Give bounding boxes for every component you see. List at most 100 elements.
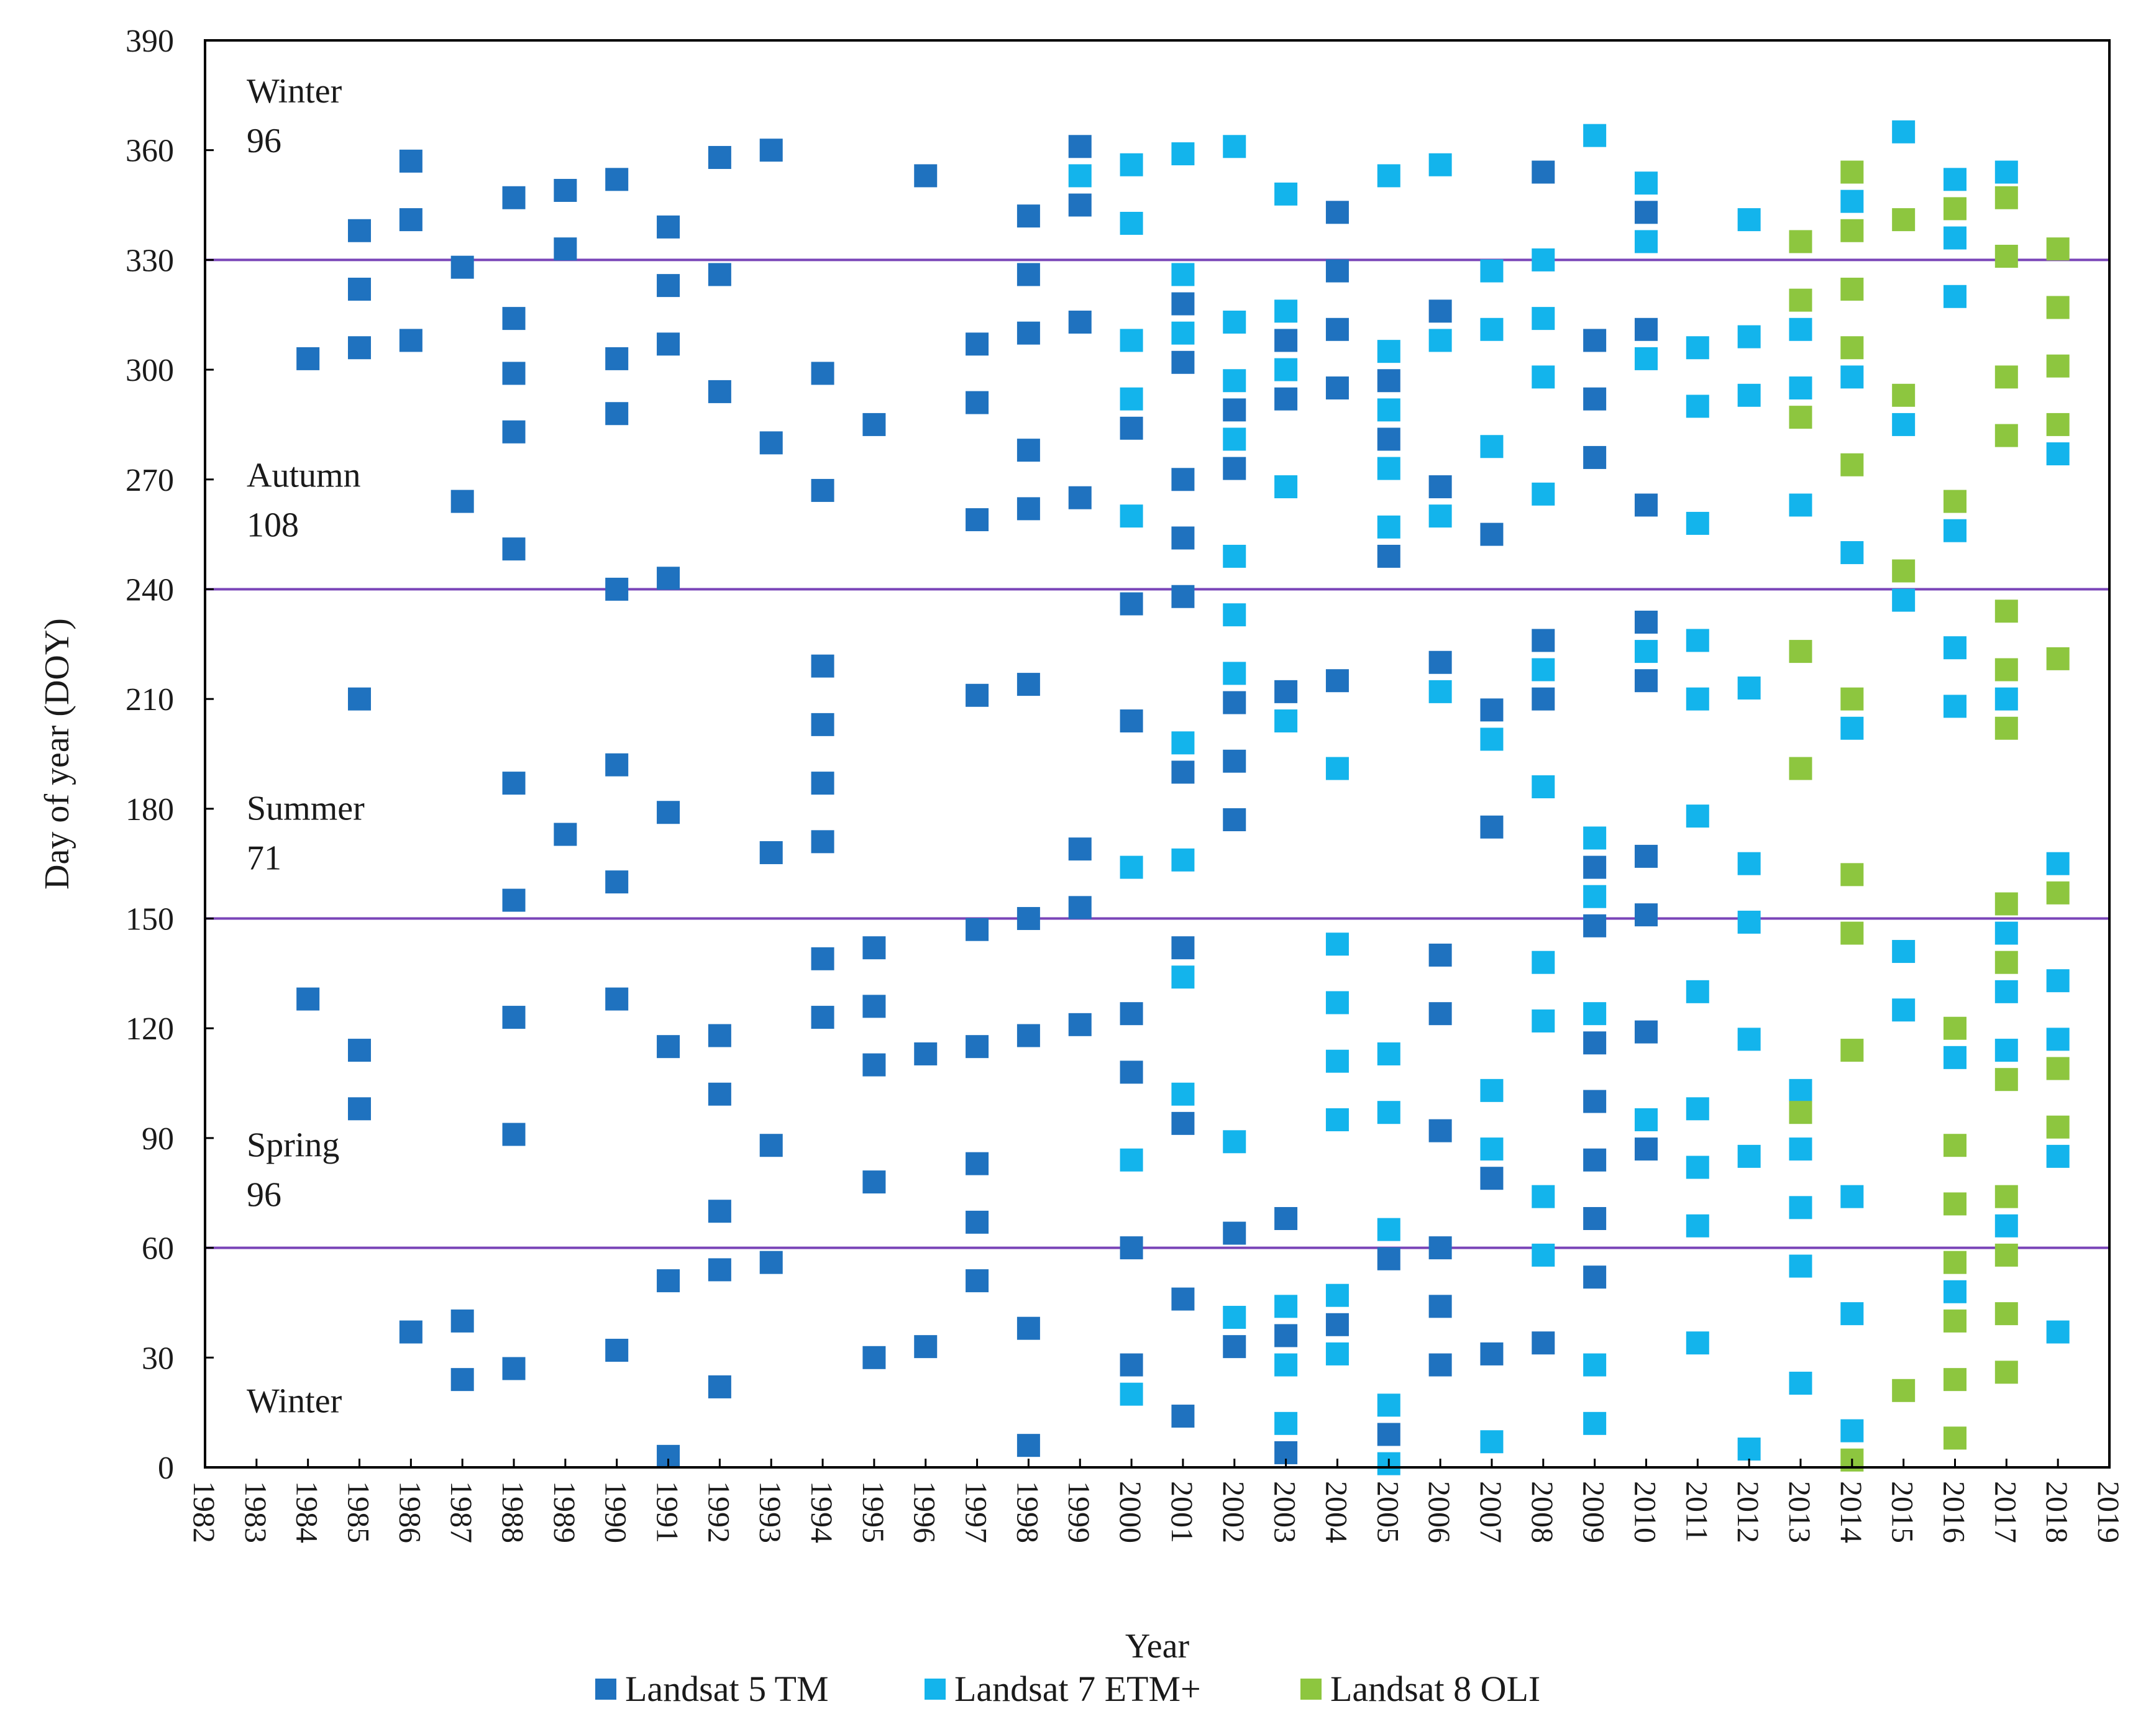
data-point	[966, 332, 989, 356]
data-point	[1583, 1090, 1607, 1113]
data-point	[1994, 1243, 2018, 1267]
data-point	[1120, 709, 1143, 732]
data-point	[1120, 329, 1143, 352]
data-point	[1532, 1243, 1555, 1267]
y-tick-label: 210	[126, 682, 174, 718]
data-point	[657, 567, 680, 590]
data-point	[1943, 490, 1966, 513]
data-point	[1428, 329, 1452, 352]
x-axis-title: Year	[1125, 1627, 1190, 1666]
data-point	[1223, 1130, 1246, 1154]
data-point	[1480, 1430, 1504, 1454]
data-point	[657, 274, 680, 298]
data-point	[1016, 673, 1040, 696]
data-point	[1325, 1108, 1349, 1131]
data-point	[1583, 1148, 1607, 1172]
data-point	[450, 490, 474, 513]
data-point	[1068, 837, 1092, 861]
x-tick-label: 1986	[393, 1481, 427, 1543]
data-point	[1480, 1078, 1504, 1102]
data-point	[1377, 398, 1400, 422]
data-point	[1583, 1265, 1607, 1289]
x-tick-label: 2009	[1577, 1481, 1612, 1543]
data-point	[1943, 226, 1966, 250]
data-point	[605, 870, 629, 894]
data-point	[502, 772, 526, 795]
data-point	[1840, 160, 1864, 184]
data-point	[1274, 329, 1298, 352]
data-point	[1892, 588, 1916, 612]
data-point	[1994, 1214, 2018, 1237]
data-point	[759, 1251, 783, 1274]
y-tick-label: 240	[126, 572, 174, 608]
data-point	[1325, 1313, 1349, 1336]
data-point	[1223, 135, 1246, 158]
data-point	[1120, 1060, 1143, 1084]
data-point	[1325, 932, 1349, 956]
data-point	[1583, 1353, 1607, 1377]
y-tick-label: 120	[126, 1011, 174, 1047]
legend-swatch	[925, 1679, 946, 1700]
data-point	[1840, 365, 1864, 389]
data-point	[1532, 365, 1555, 389]
data-point	[1171, 526, 1195, 550]
x-tick-label: 2006	[1422, 1481, 1457, 1543]
data-point	[759, 431, 783, 455]
x-tick-label: 2019	[2091, 1481, 2126, 1543]
data-point	[657, 332, 680, 356]
data-point	[1480, 1167, 1504, 1190]
data-point	[966, 683, 989, 707]
x-tick-label: 1994	[805, 1481, 839, 1543]
data-point	[1840, 1302, 1864, 1326]
legend: Landsat 5 TM Landsat 7 ETM+ Landsat 8 OLI	[595, 1669, 1540, 1709]
data-point	[1994, 424, 2018, 447]
data-point	[1428, 680, 1452, 703]
data-point	[1840, 921, 1864, 945]
data-point	[1428, 299, 1452, 323]
data-point	[1789, 230, 1812, 253]
data-point	[759, 139, 783, 162]
data-point	[1068, 1013, 1092, 1036]
y-tick-label: 360	[126, 134, 174, 169]
data-point	[2046, 969, 2070, 993]
data-point	[1789, 317, 1812, 341]
data-point	[1325, 259, 1349, 283]
data-point	[1892, 412, 1916, 436]
data-point	[2046, 354, 2070, 378]
data-point	[1532, 687, 1555, 711]
data-point	[1016, 497, 1040, 521]
data-point	[502, 537, 526, 561]
data-point	[1943, 1280, 1966, 1303]
data-point	[2046, 1028, 2070, 1051]
data-point	[1789, 1078, 1812, 1102]
data-point	[1686, 1331, 1709, 1355]
data-point	[708, 380, 731, 403]
data-point	[966, 1035, 989, 1059]
data-point	[2046, 1057, 2070, 1080]
data-point	[502, 420, 526, 444]
data-point	[1377, 457, 1400, 480]
data-point	[1532, 1185, 1555, 1208]
data-point	[1840, 453, 1864, 476]
data-point	[1892, 998, 1916, 1022]
data-point	[1737, 1438, 1761, 1461]
data-point	[1583, 1031, 1607, 1055]
data-point	[1737, 910, 1761, 934]
data-point	[1532, 775, 1555, 799]
data-point	[1120, 211, 1143, 235]
data-point	[862, 1346, 886, 1369]
data-point	[1171, 142, 1195, 166]
y-axis-ticks: 0 30 60 90 120 150 180 210 240 270 300 330 360 390	[126, 24, 214, 1486]
data-point	[1274, 1411, 1298, 1435]
data-point	[1377, 1042, 1400, 1065]
season-label-count: 71	[247, 839, 281, 878]
data-point	[1325, 1049, 1349, 1073]
data-point	[811, 772, 834, 795]
data-point	[554, 178, 577, 202]
legend-swatch	[1300, 1679, 1322, 1700]
data-point	[862, 995, 886, 1018]
data-point	[1737, 325, 1761, 349]
y-tick-label: 270	[126, 463, 174, 498]
x-tick-label: 1985	[342, 1481, 377, 1543]
